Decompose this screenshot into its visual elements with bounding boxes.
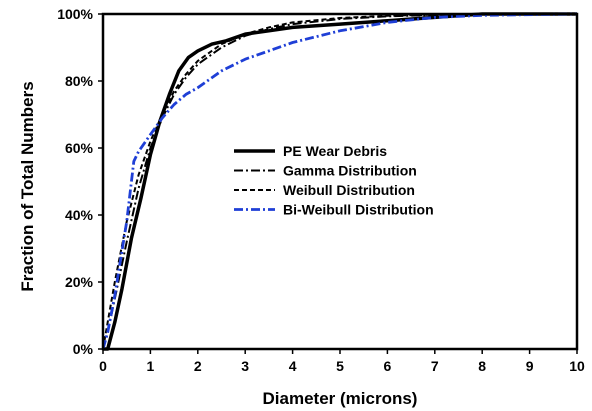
legend-label-weibull-distribution: Weibull Distribution xyxy=(283,182,415,198)
y-axis-title: Fraction of Total Numbers xyxy=(18,81,37,291)
plot-frame xyxy=(101,12,579,351)
legend-label-bi-weibull-distribution: Bi-Weibull Distribution xyxy=(283,202,434,218)
y-tick-label: 60% xyxy=(65,140,94,156)
x-tick-label: 7 xyxy=(431,358,439,374)
series-lines xyxy=(101,12,578,351)
x-axis-title: Diameter (microns) xyxy=(263,389,418,408)
x-tick-label: 5 xyxy=(336,358,344,374)
x-tick-label: 0 xyxy=(99,358,107,374)
x-tick-label: 6 xyxy=(384,358,392,374)
legend: PE Wear Debris Gamma Distribution Weibull … xyxy=(234,143,434,218)
series-line-gamma-distribution xyxy=(102,13,578,350)
x-tick-label: 3 xyxy=(241,358,249,374)
x-axis: 0 1 2 3 4 5 6 7 8 9 10 xyxy=(99,349,585,374)
y-tick-label: 80% xyxy=(65,73,94,89)
series-line-pe-wear-debris xyxy=(103,12,577,351)
x-tick-label: 8 xyxy=(478,358,486,374)
y-tick-label: 40% xyxy=(65,207,94,223)
legend-label-pe-wear-debris: PE Wear Debris xyxy=(283,143,387,159)
x-tick-label: 9 xyxy=(526,358,534,374)
series-line-bi-weibull-distribution xyxy=(101,12,578,350)
x-tick-label: 1 xyxy=(147,358,155,374)
y-tick-label: 100% xyxy=(57,6,93,22)
y-axis: 0% 20% 40% 60% 80% 100% xyxy=(57,6,103,357)
x-tick-label: 4 xyxy=(289,358,297,374)
y-tick-label: 20% xyxy=(65,274,94,290)
x-tick-label: 2 xyxy=(194,358,202,374)
x-tick-label: 10 xyxy=(569,358,585,374)
y-tick-label: 0% xyxy=(73,341,94,357)
legend-label-gamma-distribution: Gamma Distribution xyxy=(283,163,417,179)
series-line-weibull-distribution xyxy=(102,13,577,350)
